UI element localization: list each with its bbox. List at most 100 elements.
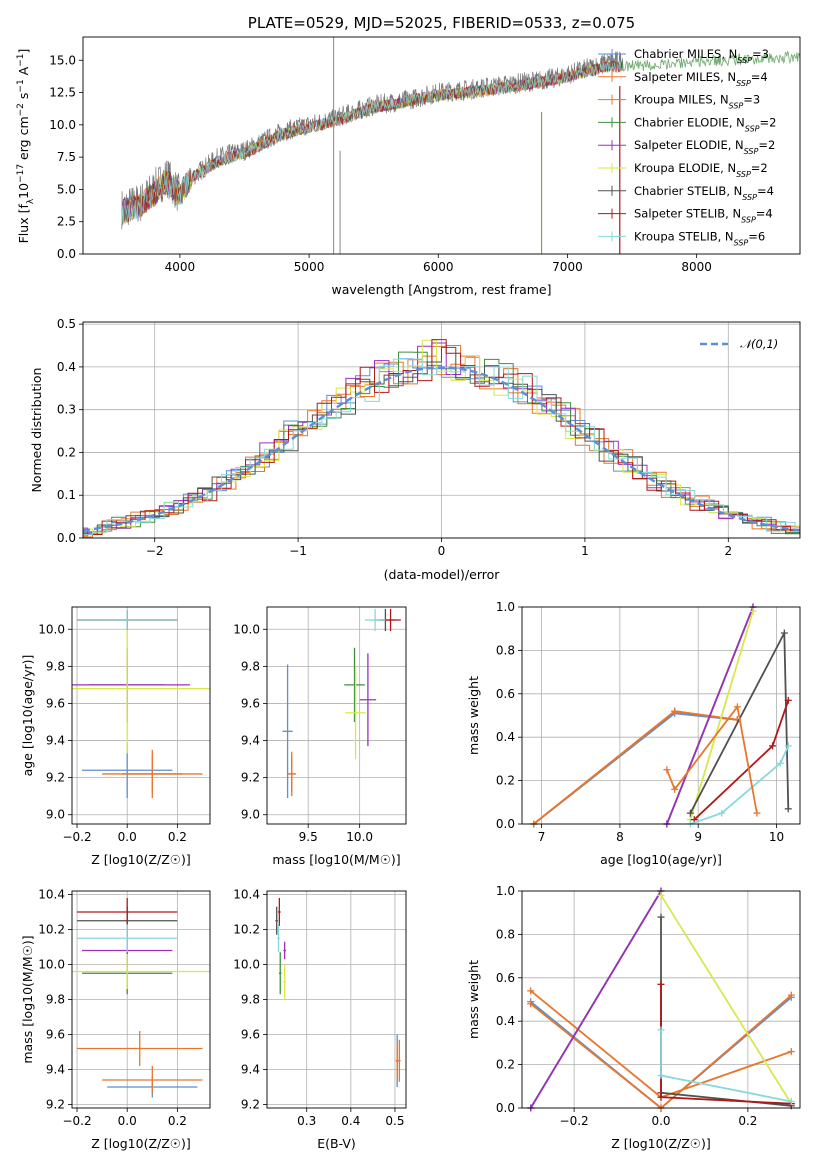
y-tick-label: 0.0 bbox=[496, 817, 515, 831]
x-tick-label: 2 bbox=[724, 544, 732, 558]
x-tick-label: 10.0 bbox=[346, 830, 373, 844]
legend: Chabrier MILES, NSSP=3 Salpeter MILES, NS… bbox=[598, 47, 776, 247]
x-axis-label: Z [log10(Z/Z☉)] bbox=[611, 1136, 711, 1151]
y-tick-label: 9.2 bbox=[241, 771, 260, 785]
chart-title: PLATE=0529, MJD=52025, FIBERID=0533, z=0… bbox=[248, 14, 635, 32]
legend-label: Salpeter MILES, NSSP=4 bbox=[634, 70, 768, 88]
legend-label-sub: SSP bbox=[736, 78, 751, 87]
y-tick-label: 9.4 bbox=[241, 734, 260, 748]
y-tick-label: 9.8 bbox=[46, 993, 65, 1007]
y-tick-label: 0.8 bbox=[496, 927, 515, 941]
y-tick-label: 10.4 bbox=[233, 888, 260, 902]
x-axis-label: age [log10(age/yr)] bbox=[600, 852, 722, 867]
y-tick-label: 10.0 bbox=[38, 622, 65, 636]
y-tick-label: 9.8 bbox=[241, 659, 260, 673]
EBV-mass-axes bbox=[263, 891, 406, 1112]
y-tick-label: 12.5 bbox=[49, 86, 76, 100]
Z-age-axes bbox=[68, 607, 210, 828]
x-axis-label: E(B-V) bbox=[317, 1136, 356, 1151]
axes-frame bbox=[266, 890, 407, 1109]
x-tick-label: 10 bbox=[769, 830, 784, 844]
legend-label-value: =3 bbox=[752, 47, 769, 61]
x-tick-label: 6000 bbox=[423, 260, 454, 274]
y-axis-label: Normed distribution bbox=[29, 368, 44, 493]
y-tick-label: 9.8 bbox=[46, 659, 65, 673]
y-axis-label-sup: −2 bbox=[16, 103, 26, 116]
y-tick-label: 9.2 bbox=[46, 771, 65, 785]
x-tick-label: 0.2 bbox=[738, 1114, 757, 1128]
y-tick-label: 0.1 bbox=[57, 488, 76, 502]
axes-frame bbox=[521, 606, 801, 825]
weight-line bbox=[660, 894, 793, 1105]
x-tick-label: 0.0 bbox=[118, 830, 137, 844]
x-tick-label: 0.0 bbox=[651, 1114, 670, 1128]
y-tick-label: 10.4 bbox=[38, 888, 65, 902]
legend-label-value: =6 bbox=[748, 229, 765, 243]
y-tick-label: 10.2 bbox=[233, 923, 260, 937]
y-tick-label: 9.6 bbox=[46, 1028, 65, 1042]
legend-label-sub: SSP bbox=[737, 56, 752, 65]
legend-label-value: =3 bbox=[743, 93, 760, 107]
y-axis-label-sup: −17 bbox=[16, 164, 26, 183]
y-axis-label-sup: −1 bbox=[16, 54, 26, 67]
y-tick-label: 0.0 bbox=[57, 247, 76, 261]
legend-label-value: =2 bbox=[760, 115, 777, 129]
y-tick-label: 10.0 bbox=[233, 958, 260, 972]
y-tick-label: 1.0 bbox=[496, 884, 515, 898]
residuals-axes bbox=[79, 322, 800, 542]
histogram-step bbox=[83, 346, 800, 536]
x-axis-label: mass [log10(M/M☉)] bbox=[272, 852, 400, 867]
axes-frame bbox=[266, 606, 407, 825]
x-tick-label: 8 bbox=[616, 830, 624, 844]
legend-label-value: =4 bbox=[757, 184, 774, 198]
y-tick-label: 9.8 bbox=[241, 993, 260, 1007]
legend-label: Kroupa ELODIE, NSSP=2 bbox=[634, 161, 768, 179]
legend-label: Chabrier STELIB, NSSP=4 bbox=[634, 184, 774, 202]
legend-label: Salpeter ELODIE, NSSP=2 bbox=[634, 138, 775, 156]
axes-frame bbox=[82, 321, 801, 539]
x-tick-label: 0.3 bbox=[297, 1114, 316, 1128]
legend-label-sub: SSP bbox=[742, 192, 757, 201]
legend-label-sub: SSP bbox=[744, 147, 759, 156]
spectrum-axes bbox=[79, 59, 698, 258]
y-tick-label: 10.0 bbox=[233, 622, 260, 636]
y-tick-label: 9.6 bbox=[241, 1028, 260, 1042]
y-tick-label: 9.2 bbox=[46, 1098, 65, 1112]
legend-label-value: =4 bbox=[756, 207, 773, 221]
y-tick-label: 0.4 bbox=[496, 730, 515, 744]
Z-mass-axes bbox=[68, 891, 210, 1112]
x-tick-label: 9 bbox=[694, 830, 702, 844]
legend-label-sub: SSP bbox=[745, 124, 760, 133]
x-tick-label: 0.0 bbox=[118, 1114, 137, 1128]
x-tick-label: 0.2 bbox=[168, 1114, 187, 1128]
y-axis-label-sup: −1 bbox=[16, 79, 26, 92]
y-tick-label: 9.4 bbox=[241, 1063, 260, 1077]
y-axis-label: Flux [fλ10−17 erg cm−2 s−1 A−1] bbox=[16, 49, 36, 244]
y-axis-label: mass [log10(M/M☉)] bbox=[20, 935, 35, 1063]
y-tick-label: 0.0 bbox=[57, 531, 76, 545]
x-tick-label: −1 bbox=[289, 544, 307, 558]
weight-line bbox=[689, 611, 754, 820]
axes-frame bbox=[71, 890, 211, 1109]
y-tick-label: 7.5 bbox=[57, 150, 76, 164]
legend-label: Kroupa STELIB, NSSP=6 bbox=[634, 229, 765, 247]
x-axis-label: Z [log10(Z/Z☉)] bbox=[91, 1136, 191, 1151]
legend-label-sub: SSP bbox=[736, 170, 751, 179]
x-tick-label: −0.2 bbox=[62, 830, 91, 844]
mass-age-axes bbox=[263, 607, 406, 828]
legend-label-sub: SSP bbox=[729, 101, 744, 110]
y-tick-label: 0.3 bbox=[57, 403, 76, 417]
y-axis-label-sub: λ bbox=[26, 198, 36, 204]
y-tick-label: 9.0 bbox=[241, 808, 260, 822]
y-tick-label: 9.4 bbox=[46, 1063, 65, 1077]
y-tick-label: 0.6 bbox=[496, 971, 515, 985]
x-tick-label: 4000 bbox=[165, 260, 196, 274]
y-axis-label: mass weight bbox=[466, 676, 481, 755]
y-tick-label: 9.6 bbox=[241, 696, 260, 710]
y-tick-label: 0.0 bbox=[496, 1101, 515, 1115]
x-axis-label: (data-model)/error bbox=[384, 567, 501, 582]
y-tick-label: 9.2 bbox=[241, 1098, 260, 1112]
weight-line bbox=[529, 891, 662, 1108]
histogram-step bbox=[83, 358, 800, 535]
